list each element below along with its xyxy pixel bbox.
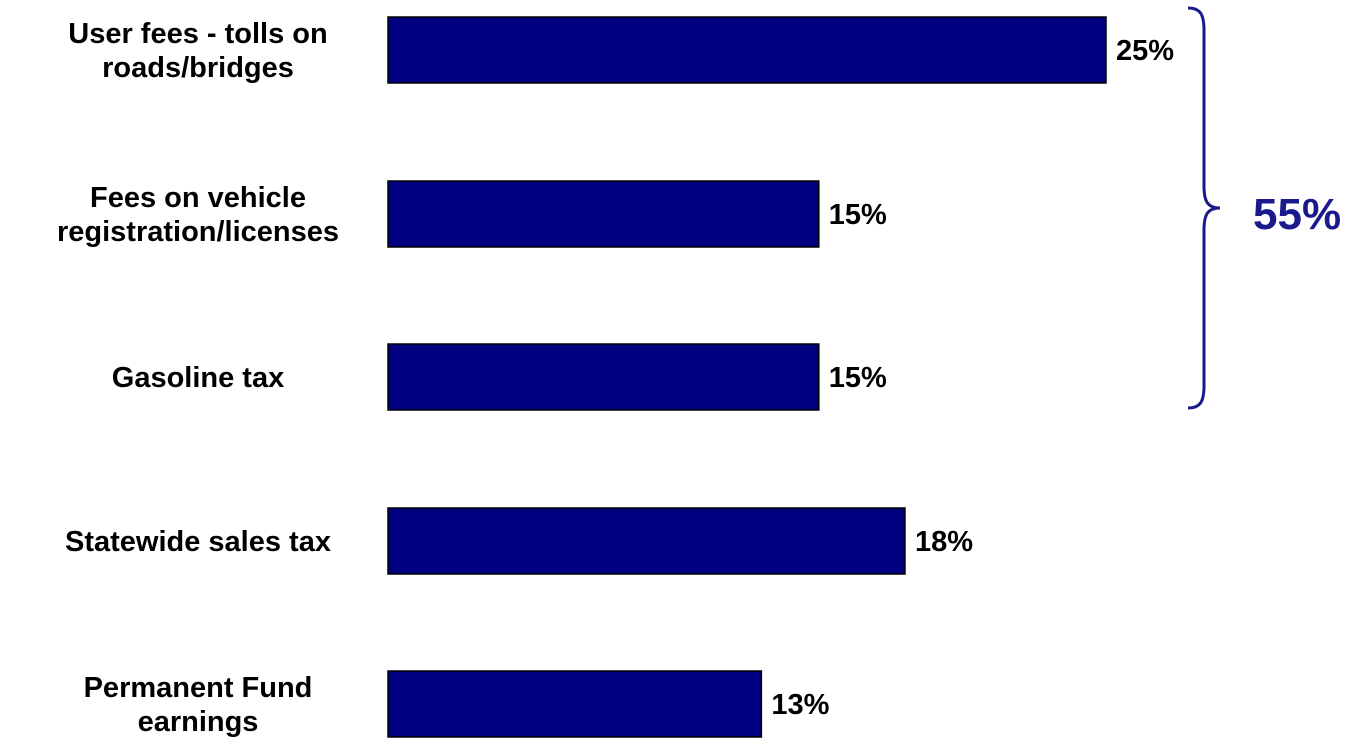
category-label-line: Gasoline tax	[112, 362, 284, 394]
category-label-line: Permanent Fund	[84, 672, 313, 704]
category-label-line: Fees on vehicle	[90, 182, 306, 214]
category-label: Fees on vehicle registration/licenses	[57, 182, 339, 248]
category-label-line: roads/bridges	[102, 52, 294, 84]
value-label: 15%	[829, 362, 887, 394]
curly-brace	[1187, 6, 1221, 410]
category-label-line: registration/licenses	[57, 216, 339, 248]
category-label: Gasoline tax	[112, 362, 284, 394]
category-label: Statewide sales tax	[65, 526, 331, 558]
bar	[387, 670, 763, 738]
category-label-line: User fees - tolls on	[68, 18, 327, 50]
group-total-label: 55%	[1253, 190, 1341, 239]
group-bracket: 55%	[1187, 6, 1341, 410]
bar	[387, 507, 906, 575]
value-label: 13%	[771, 689, 829, 721]
category-label: User fees - tolls on roads/bridges	[68, 18, 327, 84]
bars-layer	[387, 16, 1107, 738]
bar	[387, 343, 820, 411]
category-label-line: earnings	[138, 706, 259, 738]
bar	[387, 180, 820, 248]
labels-layer: 25% User fees - tolls on roads/bridges 15% F…	[57, 18, 1174, 738]
category-label-line: Statewide sales tax	[65, 526, 331, 558]
value-label: 25%	[1116, 35, 1174, 67]
value-label: 18%	[915, 526, 973, 558]
bar	[387, 16, 1107, 84]
category-label: Permanent Fund earnings	[84, 672, 313, 738]
value-label: 15%	[829, 199, 887, 231]
